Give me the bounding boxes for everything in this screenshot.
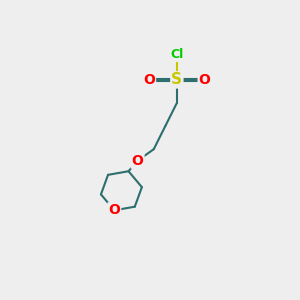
Text: O: O (132, 154, 143, 168)
Text: Cl: Cl (170, 48, 184, 61)
Text: O: O (199, 73, 211, 87)
Text: O: O (143, 73, 155, 87)
Text: S: S (171, 72, 182, 87)
Text: O: O (108, 203, 120, 217)
